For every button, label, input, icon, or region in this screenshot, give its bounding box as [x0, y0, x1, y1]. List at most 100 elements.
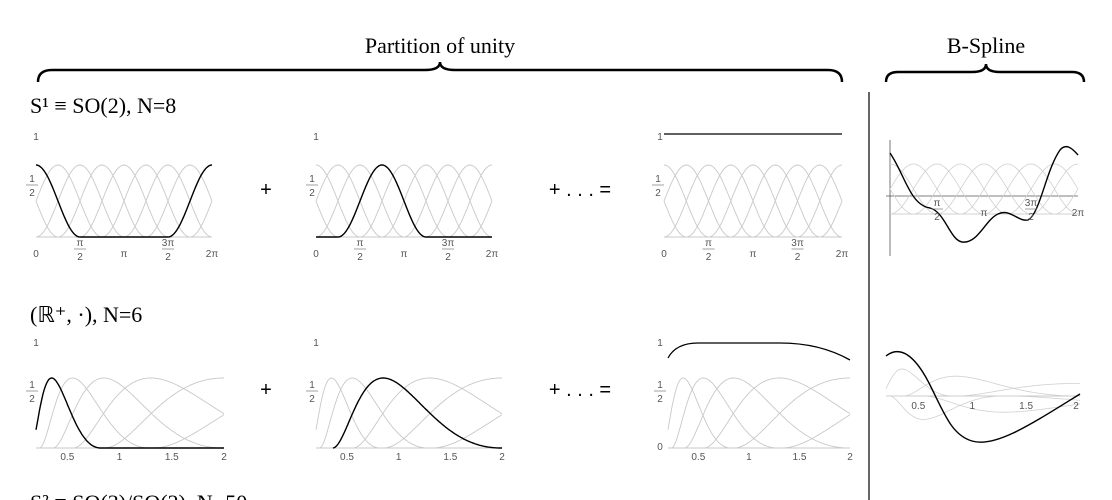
highlighted-basis-curve	[35, 164, 213, 238]
y-tick-half: 1	[309, 174, 315, 185]
basis-curve	[316, 377, 502, 449]
basis-curve	[668, 377, 850, 449]
x-tick-label: 3π	[162, 238, 175, 249]
row-label-s1: S¹ ≡ SO(2), N=8	[30, 93, 176, 118]
x-tick-label: 2	[795, 252, 801, 263]
x-tick-label: π	[401, 249, 408, 260]
basis-curve	[36, 377, 224, 449]
y-tick-half: 1	[655, 174, 661, 185]
x-tick-label: 2	[934, 212, 940, 223]
y-tick-one: 1	[33, 338, 39, 349]
x-tick-label: 0	[33, 249, 39, 260]
partition-brace	[36, 61, 844, 83]
basis-curve	[663, 164, 843, 238]
x-tick-label: 2	[221, 452, 227, 463]
x-tick-label: 0.5	[691, 452, 705, 463]
x-tick-label: 0.5	[911, 401, 925, 412]
y-tick-one: 1	[657, 338, 663, 349]
y-tick-half: 1	[657, 380, 663, 391]
x-tick-label: 2π	[206, 249, 219, 260]
x-tick-label: 0.5	[60, 452, 74, 463]
x-tick-label: 1	[969, 401, 975, 412]
x-tick-label: 2	[1073, 401, 1079, 412]
y-tick-half: 2	[657, 394, 663, 405]
plus-operator: +	[260, 379, 272, 401]
basis-curve	[886, 375, 1080, 397]
ellipsis-equals-operator: + . . . =	[549, 379, 611, 401]
basis-curve	[886, 383, 1080, 397]
sum-curve	[667, 342, 851, 361]
y-tick-half: 1	[309, 380, 315, 391]
ellipsis-equals-operator: + . . . =	[549, 179, 611, 201]
x-tick-label: 2	[77, 252, 83, 263]
x-tick-label: 3π	[791, 238, 804, 249]
basis-curve	[36, 164, 212, 238]
partition-title: Partition of unity	[365, 33, 515, 58]
x-tick-label: 2	[445, 252, 451, 263]
basis-curve	[668, 377, 850, 449]
basis-curve	[36, 377, 225, 449]
x-tick-label: 0	[661, 249, 667, 260]
x-tick-label: π	[705, 238, 712, 249]
basis-curve	[667, 377, 850, 449]
x-tick-label: 2	[1028, 212, 1034, 223]
x-tick-label: 0.5	[340, 452, 354, 463]
bspline-curve	[885, 351, 1081, 443]
x-tick-label: 2π	[1072, 208, 1085, 219]
x-tick-label: 1.5	[443, 452, 457, 463]
x-tick-label: 1	[746, 452, 752, 463]
basis-curve	[315, 377, 502, 449]
basis-curve	[886, 395, 1080, 420]
x-tick-label: π	[981, 208, 988, 219]
bspline-title: B-Spline	[947, 33, 1025, 58]
basis-curve	[886, 395, 1081, 401]
x-tick-label: π	[121, 249, 128, 260]
plus-operator: +	[260, 179, 272, 201]
x-tick-label: 0	[313, 249, 319, 260]
y-tick-one: 1	[33, 132, 39, 143]
basis-curve	[36, 377, 224, 449]
y-tick-half: 2	[309, 188, 315, 199]
x-tick-label: π	[934, 198, 941, 209]
x-tick-label: 1.5	[1019, 401, 1033, 412]
basis-curve	[889, 163, 1079, 215]
x-tick-label: 2	[706, 252, 712, 263]
row-label-s2: S² ≡ SO(3)/SO(2), N=50	[30, 490, 247, 500]
basis-curve	[316, 377, 502, 449]
x-tick-label: 1	[396, 452, 402, 463]
basis-curve	[316, 414, 503, 449]
x-tick-label: 2π	[836, 249, 849, 260]
x-tick-label: 1.5	[165, 452, 179, 463]
basis-curve	[36, 414, 225, 449]
highlighted-basis-curve	[332, 377, 502, 449]
row-label-rplus: (ℝ⁺, ·), N=6	[30, 302, 142, 327]
x-tick-label: π	[750, 249, 757, 260]
x-tick-label: π	[77, 238, 84, 249]
highlighted-basis-curve	[316, 164, 492, 238]
x-tick-label: 2	[357, 252, 363, 263]
y-tick-half: 1	[29, 174, 35, 185]
y-tick-one: 1	[313, 132, 319, 143]
basis-curve	[668, 414, 851, 449]
highlighted-basis-curve	[35, 377, 224, 449]
bspline-brace	[884, 63, 1086, 83]
y-tick-one: 1	[657, 132, 663, 143]
y-tick-half: 2	[29, 394, 35, 405]
x-tick-label: 2	[499, 452, 505, 463]
basis-curve	[36, 377, 224, 449]
basis-curve	[668, 377, 850, 449]
y-tick-zero: 0	[657, 442, 663, 453]
y-tick-half: 2	[309, 394, 315, 405]
x-tick-label: 1	[117, 452, 123, 463]
basis-curve	[316, 377, 502, 449]
x-tick-label: 3π	[1025, 198, 1038, 209]
y-tick-half: 2	[29, 188, 35, 199]
x-tick-label: 1.5	[792, 452, 806, 463]
x-tick-label: 2	[847, 452, 853, 463]
basis-curve	[315, 164, 493, 238]
x-tick-label: 2π	[486, 249, 499, 260]
basis-curve	[35, 377, 224, 449]
bspline-curve	[889, 145, 1079, 243]
